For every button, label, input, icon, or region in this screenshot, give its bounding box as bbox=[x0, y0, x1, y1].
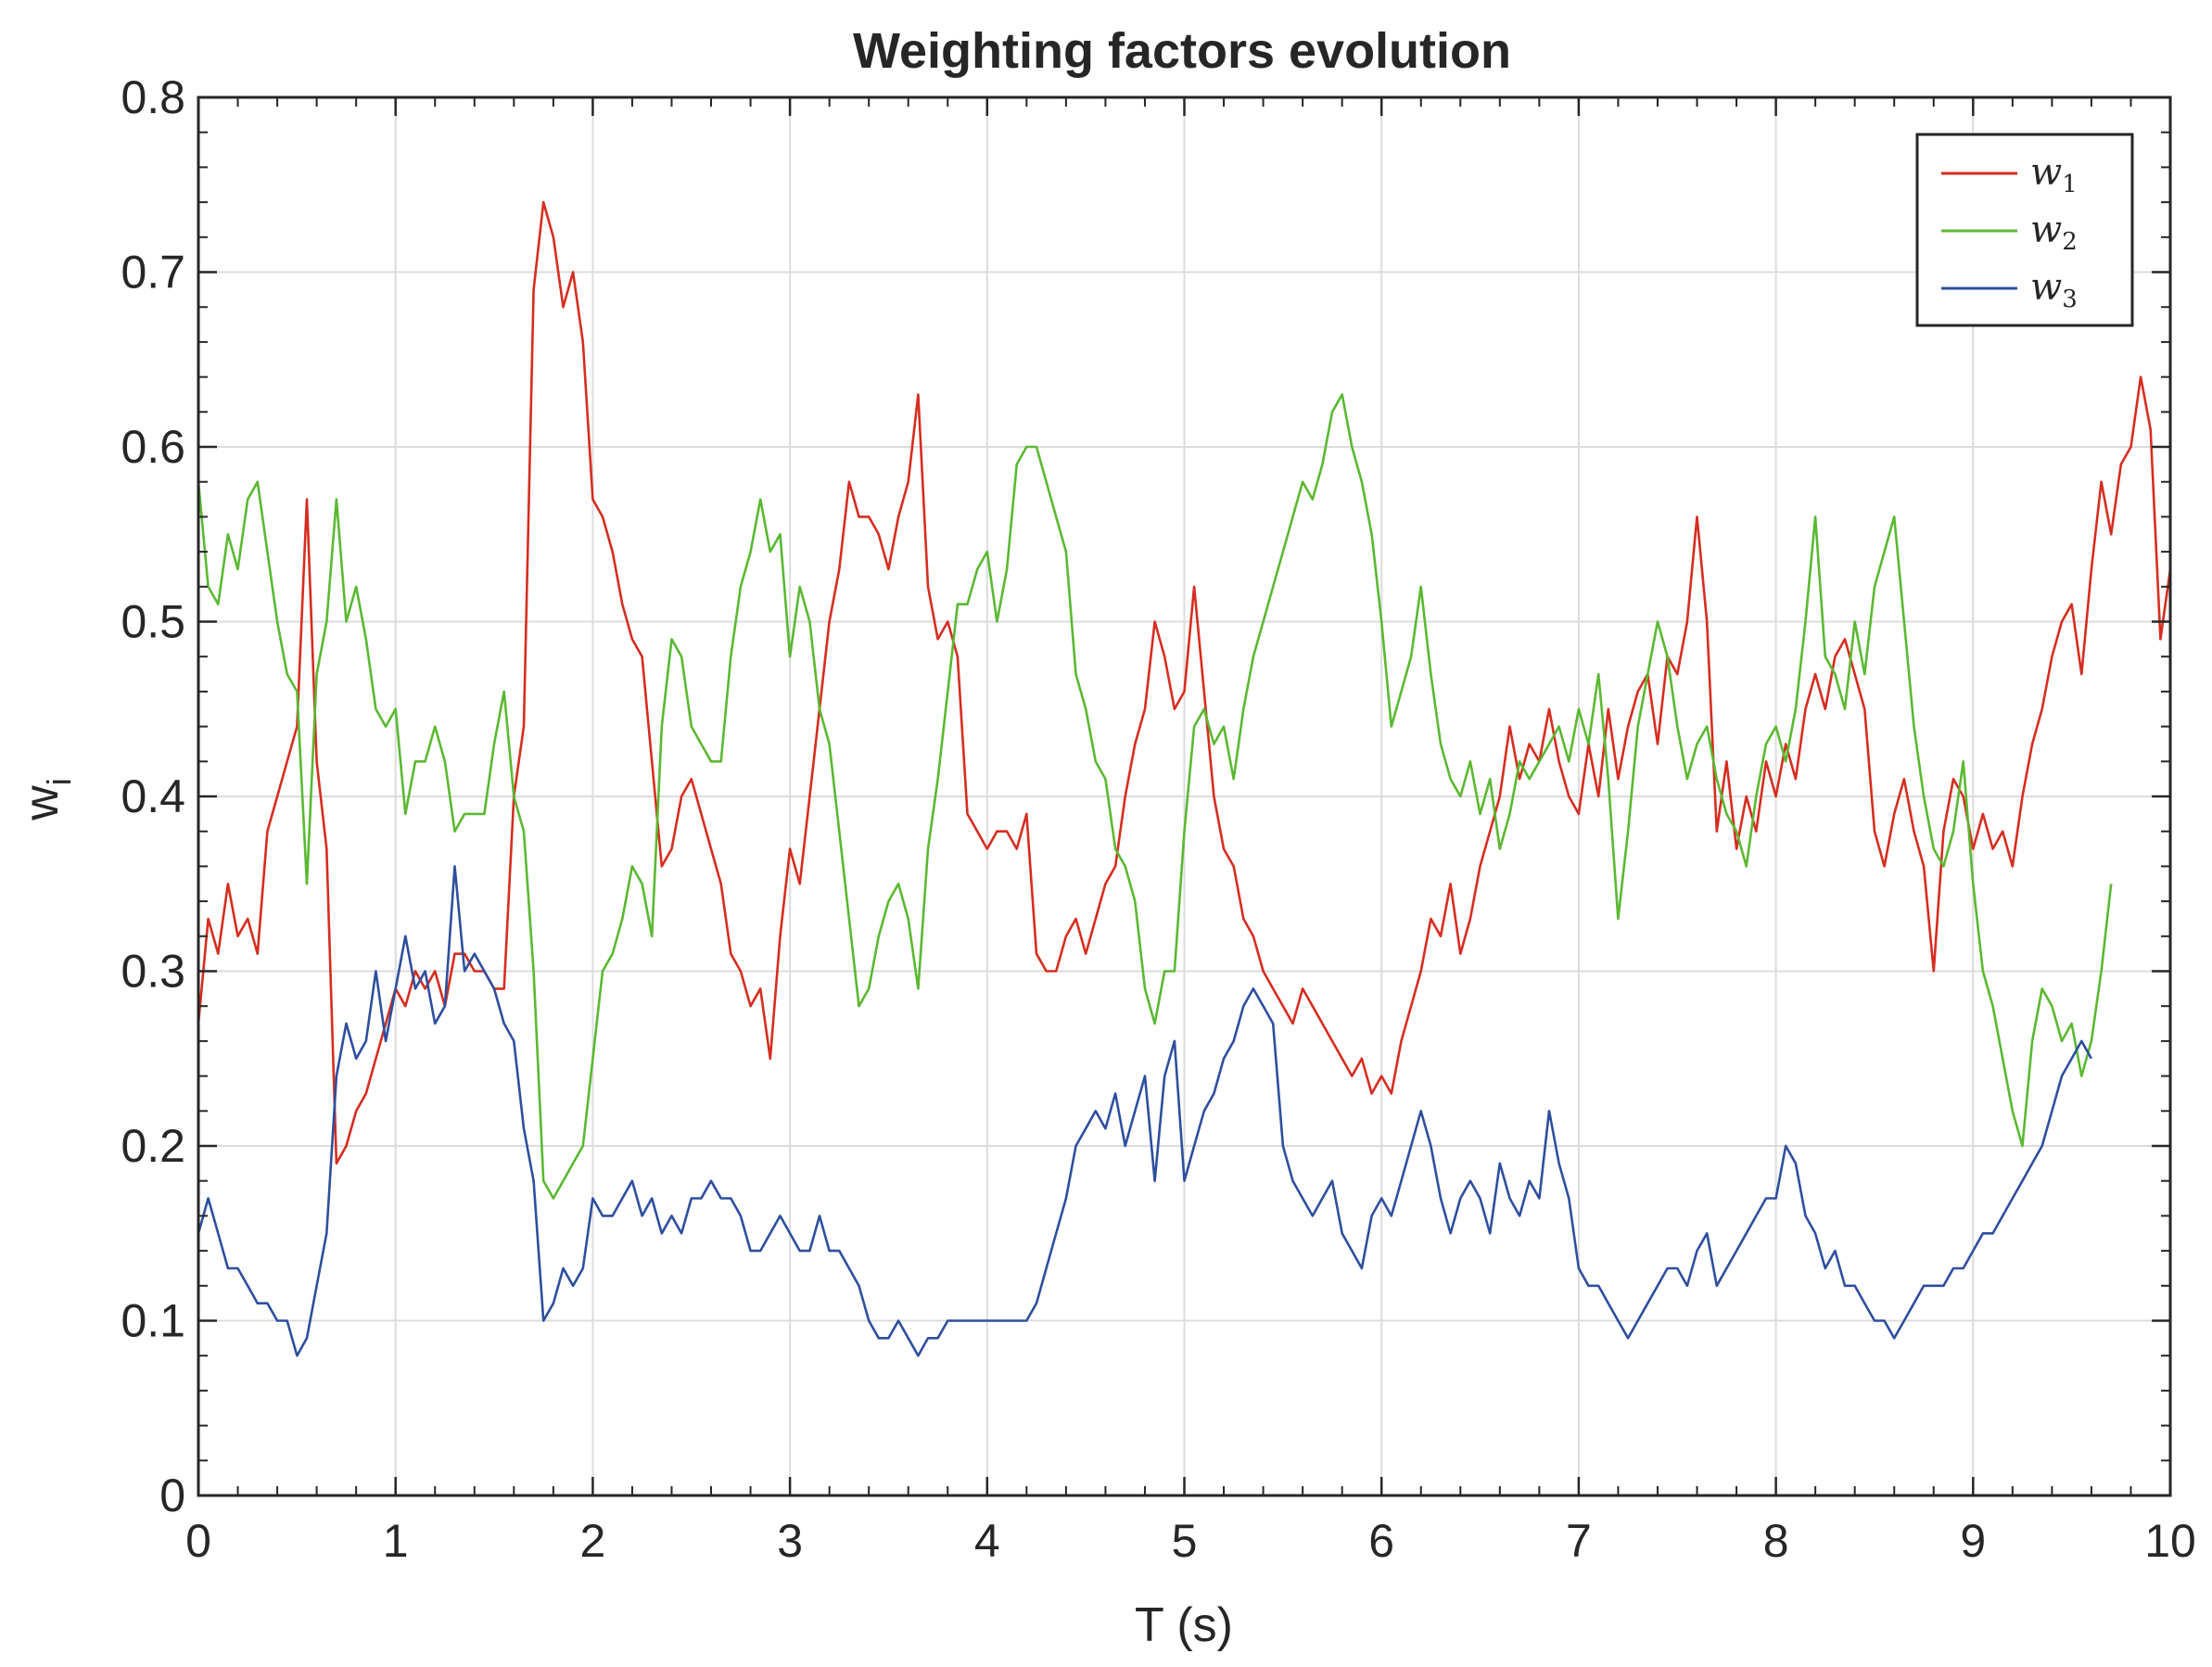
x-tick-label: 1 bbox=[383, 1515, 409, 1567]
ticks: 0 1 2 3 4 5 6 7 8 9 10 0 0.1 0.2 0.3 0.4 0.5 0.6 0.7 0.8 bbox=[121, 71, 2195, 1567]
x-tick-label: 7 bbox=[1566, 1515, 1592, 1567]
y-tick-label: 0.4 bbox=[121, 770, 185, 822]
y-tick-label: 0 bbox=[159, 1470, 185, 1521]
y-tick-label: 0.1 bbox=[121, 1295, 185, 1347]
chart-title: Weighting factors evolution bbox=[853, 23, 1511, 79]
legend-label-w2: w2 bbox=[2030, 209, 2078, 256]
legend-label-w1: w1 bbox=[2030, 151, 2078, 198]
x-tick-label: 3 bbox=[777, 1515, 803, 1567]
x-tick-label: 9 bbox=[1960, 1515, 1986, 1567]
x-tick-label: 0 bbox=[185, 1515, 211, 1567]
x-tick-label: 8 bbox=[1763, 1515, 1789, 1567]
series-line-w1 bbox=[197, 200, 2172, 1165]
svg-text:wi: wi bbox=[15, 778, 78, 821]
legend-label-w3: w3 bbox=[2030, 266, 2078, 313]
y-tick-label: 0.7 bbox=[121, 247, 185, 299]
y-tick-label: 0.5 bbox=[121, 596, 185, 648]
y-axis-label: wi bbox=[15, 778, 78, 821]
y-tick-label: 0.3 bbox=[121, 946, 185, 998]
x-axis-label: T (s) bbox=[1135, 1598, 1233, 1652]
y-axis-label-subscript: i bbox=[40, 778, 78, 785]
x-tick-label: 2 bbox=[579, 1515, 605, 1567]
x-tick-label: 10 bbox=[2144, 1515, 2196, 1567]
series-line-w3 bbox=[197, 865, 2093, 1357]
series-line-w2 bbox=[197, 393, 2113, 1200]
y-tick-label: 0.2 bbox=[121, 1120, 185, 1172]
y-tick-label: 0.8 bbox=[121, 71, 185, 123]
y-axis-label-main: w bbox=[15, 785, 69, 821]
x-tick-label: 6 bbox=[1368, 1515, 1394, 1567]
series-layer bbox=[197, 200, 2172, 1357]
x-tick-label: 4 bbox=[974, 1515, 1000, 1567]
y-tick-label: 0.6 bbox=[121, 421, 185, 473]
x-tick-label: 5 bbox=[1172, 1515, 1198, 1567]
legend: w1 w2 w3 bbox=[1915, 133, 2134, 327]
